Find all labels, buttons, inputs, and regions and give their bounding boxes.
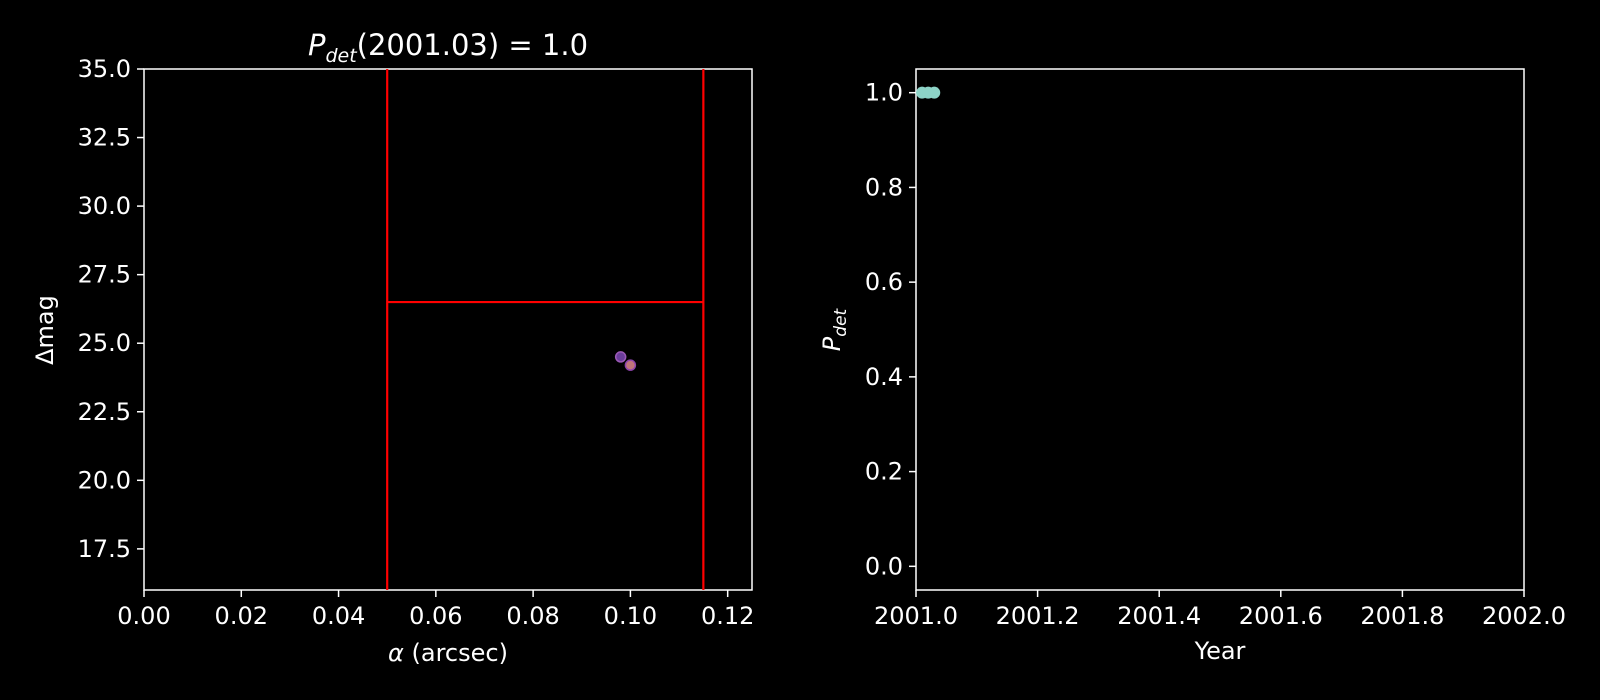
left-plot-title: Pdet(2001.03) = 1.0: [308, 28, 588, 67]
right-x-ticks: 2001.0 2001.2 2001.4 2001.6 2001.8 2002.0: [874, 590, 1566, 630]
y-tick-label: 0.2: [865, 458, 903, 486]
right-x-axis-label: Year: [1194, 637, 1246, 665]
y-tick-label: 32.5: [78, 124, 131, 152]
y-tick-label: 1.0: [865, 79, 903, 107]
x-tick-label: 0.12: [701, 602, 754, 630]
left-y-ticks: 17.5 20.0 22.5 25.0 27.5 30.0 32.5 35.0: [78, 55, 144, 563]
y-tick-label: 0.8: [865, 173, 903, 201]
y-tick-label: 30.0: [78, 192, 131, 220]
x-tick-label: 2002.0: [1482, 602, 1566, 630]
scatter-point: [614, 351, 627, 363]
y-tick-label: 35.0: [78, 55, 131, 83]
x-tick-label: 0.10: [604, 602, 657, 630]
y-tick-label: 22.5: [78, 398, 131, 426]
y-tick-label: 20.0: [78, 466, 131, 494]
right-y-ticks: 0.0 0.2 0.4 0.6 0.8 1.0: [865, 79, 916, 580]
detection-region-lines: [386, 69, 705, 590]
pdet-point: [928, 86, 941, 99]
y-tick-label: 0.6: [865, 268, 903, 296]
y-tick-label: 0.0: [865, 552, 903, 580]
x-tick-label: 2001.6: [1239, 602, 1323, 630]
left-x-axis-label: α (arcsec): [388, 639, 508, 667]
right-plot-frame: [915, 68, 1525, 591]
y-tick-label: 25.0: [78, 329, 131, 357]
right-y-axis-label: Pdet: [818, 307, 851, 351]
y-tick-label: 17.5: [78, 535, 131, 563]
x-tick-label: 0.06: [409, 602, 462, 630]
x-tick-label: 0.00: [117, 602, 170, 630]
x-tick-label: 0.02: [215, 602, 268, 630]
y-tick-label: 27.5: [78, 261, 131, 289]
left-y-axis-label: Δmag: [31, 295, 59, 365]
x-tick-label: 0.08: [506, 602, 559, 630]
x-tick-label: 2001.4: [1117, 602, 1201, 630]
left-plot-panel: 0.00 0.02 0.04 0.06 0.08 0.10 0.12 17.5 20.0 22.…: [31, 28, 754, 667]
right-scatter-points: [916, 86, 941, 99]
x-tick-label: 2001.8: [1360, 602, 1444, 630]
x-tick-label: 0.04: [312, 602, 365, 630]
x-tick-label: 2001.0: [874, 602, 958, 630]
scatter-point: [624, 359, 637, 371]
x-tick-label: 2001.2: [996, 602, 1080, 630]
left-plot-frame: [143, 68, 753, 591]
right-plot-panel: 2001.0 2001.2 2001.4 2001.6 2001.8 2002.0 0.0…: [818, 68, 1566, 665]
left-x-ticks: 0.00 0.02 0.04 0.06 0.08 0.10 0.12: [117, 590, 754, 630]
left-scatter-points: [614, 351, 637, 371]
y-tick-label: 0.4: [865, 363, 903, 391]
